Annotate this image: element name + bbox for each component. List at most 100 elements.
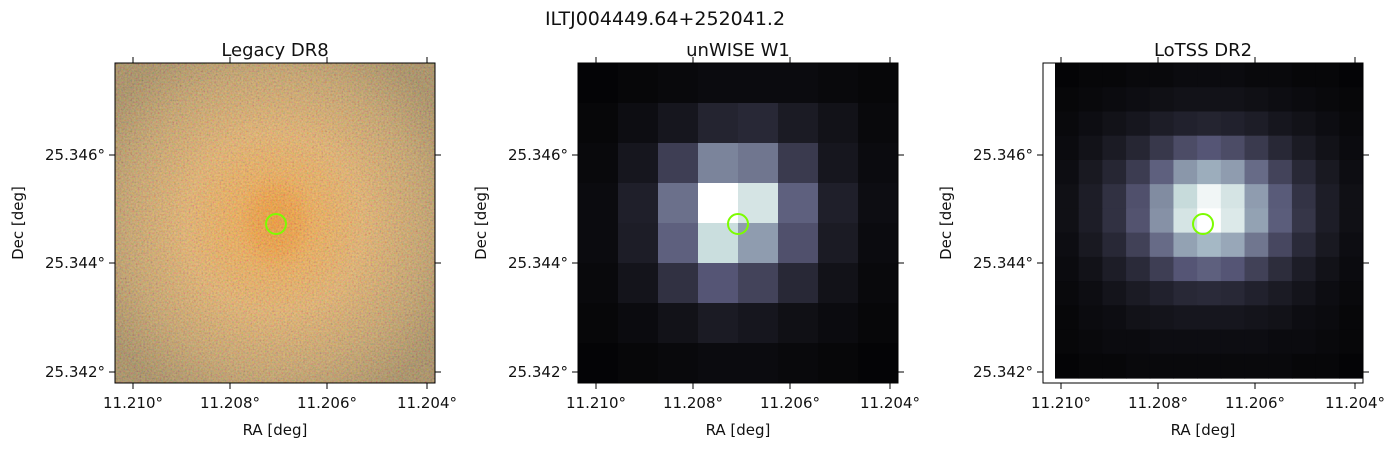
x-axis-label: RA [deg] [706, 421, 771, 439]
image-pixel [1220, 63, 1246, 88]
y-axis-label: Dec [deg] [937, 186, 955, 260]
image-pixel [1315, 111, 1340, 137]
image-pixel [1244, 329, 1269, 355]
image-pixel [1102, 135, 1127, 161]
image-pixel [1220, 135, 1246, 161]
image-pixel [1173, 353, 1198, 379]
image-pixel [1315, 159, 1340, 185]
image-pixel [1126, 184, 1151, 209]
image-pixel [1102, 256, 1127, 282]
image-pixel [1173, 281, 1198, 306]
image-pixel [1268, 111, 1293, 137]
source-marker [1192, 213, 1214, 235]
image-pixel [1078, 159, 1103, 185]
image-pixel [1102, 63, 1127, 88]
image-pixel [1268, 159, 1293, 185]
image-pixel [1268, 256, 1293, 282]
image-pixel [1268, 353, 1293, 379]
image-pixel [1149, 87, 1175, 113]
image-pixel [1291, 256, 1317, 282]
image-pixel [1078, 135, 1103, 161]
image-pixel [658, 143, 699, 184]
image-pixel [698, 263, 739, 304]
image-pixel [1102, 353, 1127, 379]
image-pixel [1315, 135, 1340, 161]
image-pixel [1149, 135, 1175, 161]
image-pixel [1339, 184, 1363, 209]
image-pixel [1220, 353, 1246, 379]
image-pixel [1149, 256, 1175, 282]
y-tick-label: 25.344° [508, 254, 568, 272]
image-pixel [1078, 87, 1103, 113]
image-pixel [618, 263, 659, 304]
image-pixel [698, 223, 739, 264]
image-pixel [818, 143, 859, 184]
image-pixel [1291, 184, 1317, 209]
image-pixel [1102, 159, 1127, 185]
x-tick-label: 11.204° [397, 394, 457, 412]
image-pixel [1197, 232, 1222, 258]
image-pixel [578, 223, 619, 264]
image-pixel [1244, 135, 1269, 161]
x-tick-label: 11.204° [1325, 394, 1385, 412]
image-pixel [1102, 232, 1127, 258]
image-pixel [1220, 184, 1246, 209]
image-pixel [698, 303, 739, 344]
x-tick-label: 11.208° [663, 394, 723, 412]
image-pixel [1339, 256, 1363, 282]
image-pixel [1268, 135, 1293, 161]
image-pixel [1197, 135, 1222, 161]
image-pixel [1173, 305, 1198, 331]
image-pixel [818, 103, 859, 144]
y-axis-label: Dec [deg] [9, 186, 27, 260]
image-pixel [1315, 256, 1340, 282]
image-pixel [1291, 111, 1317, 137]
unwise-image [578, 63, 898, 383]
image-pixel [658, 303, 699, 344]
image-pixel [1291, 135, 1317, 161]
image-pixel [618, 183, 659, 224]
image-pixel [778, 263, 819, 304]
image-pixel [1339, 63, 1363, 88]
image-pixel [778, 103, 819, 144]
image-pixel [1244, 232, 1269, 258]
image-pixel [1078, 63, 1103, 88]
y-axis-label: Dec [deg] [472, 186, 490, 260]
image-pixel [1078, 208, 1103, 234]
image-pixel [1315, 63, 1340, 88]
image-pixel [578, 103, 619, 144]
image-pixel [1268, 87, 1293, 113]
image-pixel [818, 223, 859, 264]
image-pixel [778, 63, 819, 104]
image-pixel [1315, 305, 1340, 331]
x-tick-label: 11.208° [1128, 394, 1188, 412]
image-pixel [778, 343, 819, 383]
image-pixel [1220, 111, 1246, 137]
image-pixel [1197, 305, 1222, 331]
image-pixel [1339, 329, 1363, 355]
image-pixel [1339, 305, 1363, 331]
image-pixel [1078, 281, 1103, 306]
image-pixel [1244, 63, 1269, 88]
image-pixel [1055, 329, 1080, 355]
image-pixel [1173, 329, 1198, 355]
image-pixel [1197, 208, 1222, 234]
image-pixel [698, 343, 739, 383]
image-pixel [1055, 63, 1080, 88]
image-pixel [1173, 111, 1198, 137]
image-pixel [1197, 63, 1222, 88]
image-pixel [618, 343, 659, 383]
image-pixel [1102, 208, 1127, 234]
image-pixel [1197, 329, 1222, 355]
y-tick-label: 25.346° [45, 146, 105, 164]
image-pixel [1220, 281, 1246, 306]
image-pixel [658, 103, 699, 144]
image-pixel [1244, 305, 1269, 331]
image-pixel [1055, 281, 1080, 306]
image-pixel [738, 263, 779, 304]
image-pixel [578, 143, 619, 184]
image-pixel [578, 303, 619, 344]
image-pixel [1220, 305, 1246, 331]
image-pixel [1126, 232, 1151, 258]
x-axis-label: RA [deg] [1171, 421, 1236, 439]
